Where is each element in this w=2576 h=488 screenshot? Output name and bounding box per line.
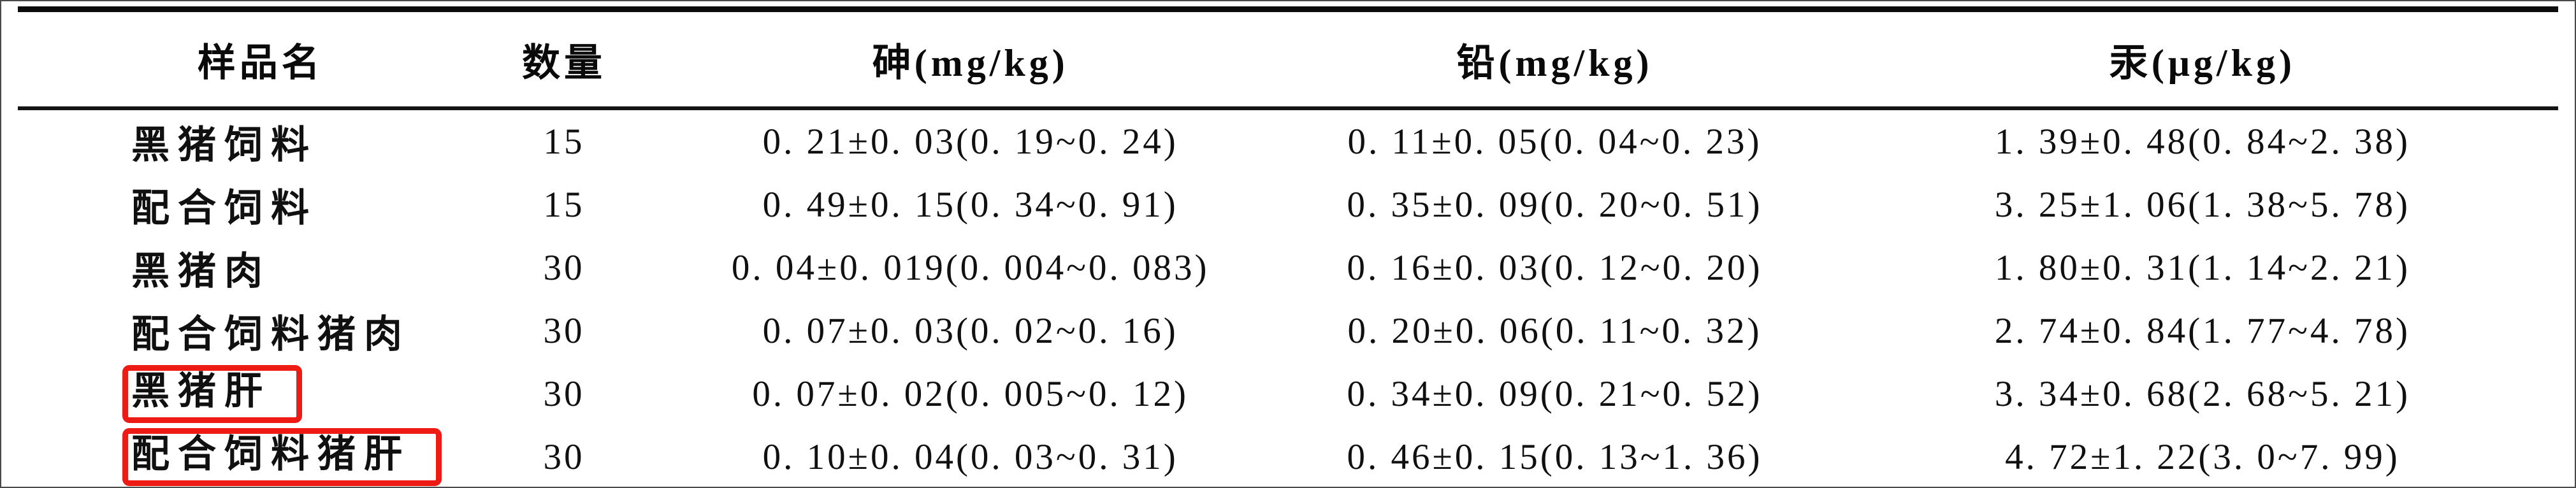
header-arsenic: 砷(mg/kg) xyxy=(678,9,1263,110)
table-row: 配合饲料 15 0. 49±0. 15(0. 34~0. 91) 0. 35±0… xyxy=(18,173,2558,236)
count-cell: 15 xyxy=(543,185,585,225)
mercury-cell: 3. 34±0. 68(2. 68~5. 21) xyxy=(1994,374,2410,414)
lead-cell: 0. 34±0. 09(0. 21~0. 52) xyxy=(1347,374,1763,414)
arsenic-cell: 0. 07±0. 03(0. 02~0. 16) xyxy=(762,311,1178,351)
mercury-cell: 4. 72±1. 22(3. 0~7. 99) xyxy=(2005,437,2400,477)
sample-name-cell: 配合饲料 xyxy=(18,173,450,236)
mercury-cell: 1. 39±0. 48(0. 84~2. 38) xyxy=(1994,122,2410,162)
table-row: 黑猪肉 30 0. 04±0. 019(0. 004~0. 083) 0. 16… xyxy=(18,236,2558,299)
count-cell: 30 xyxy=(543,311,585,351)
count-cell: 30 xyxy=(543,248,585,288)
sample-name-cell: 黑猪饲料 xyxy=(18,108,450,173)
count-cell: 30 xyxy=(543,437,585,477)
count-cell: 15 xyxy=(543,122,585,162)
mercury-cell: 1. 80±0. 31(1. 14~2. 21) xyxy=(1994,248,2410,288)
sample-name-label: 配合饲料 xyxy=(131,187,317,229)
sample-name-label: 黑猪肉 xyxy=(131,250,271,292)
arsenic-cell: 0. 10±0. 04(0. 03~0. 31) xyxy=(762,437,1178,477)
sample-name-cell: 配合饲料猪肝 xyxy=(18,426,450,487)
header-sample-name: 样品名 xyxy=(18,9,450,110)
sample-name-label: 黑猪饲料 xyxy=(131,124,317,166)
arsenic-cell: 0. 21±0. 03(0. 19~0. 24) xyxy=(762,122,1178,162)
sample-name-cell: 黑猪肝 xyxy=(18,362,450,426)
header-row: 样品名 数量 砷(mg/kg) 铅(mg/kg) 汞(μg/kg) xyxy=(18,9,2558,110)
annotation-box: 黑猪肝 xyxy=(122,365,302,423)
sample-name-label: 黑猪肝 xyxy=(131,370,271,412)
lead-cell: 0. 35±0. 09(0. 20~0. 51) xyxy=(1347,185,1763,225)
sample-name-cell: 黑猪肉 xyxy=(18,236,450,299)
sample-name-label: 配合饲料猪肉 xyxy=(131,313,410,355)
table-row: 配合饲料猪肉 30 0. 07±0. 03(0. 02~0. 16) 0. 20… xyxy=(18,299,2558,362)
mercury-cell: 3. 25±1. 06(1. 38~5. 78) xyxy=(1994,185,2410,225)
count-cell: 30 xyxy=(543,374,585,414)
table-row: 黑猪饲料 15 0. 21±0. 03(0. 19~0. 24) 0. 11±0… xyxy=(18,108,2558,173)
header-count: 数量 xyxy=(449,9,679,110)
sample-metals-table: 样品名 数量 砷(mg/kg) 铅(mg/kg) 汞(μg/kg) 黑猪饲料 1… xyxy=(18,6,2558,487)
sample-metals-table-wrap: 样品名 数量 砷(mg/kg) 铅(mg/kg) 汞(μg/kg) 黑猪饲料 1… xyxy=(18,6,2558,487)
sample-name-label: 配合饲料猪肝 xyxy=(131,433,410,475)
arsenic-cell: 0. 04±0. 019(0. 004~0. 083) xyxy=(731,248,1210,288)
annotation-box: 配合饲料猪肝 xyxy=(122,428,442,486)
mercury-cell: 2. 74±0. 84(1. 77~4. 78) xyxy=(1994,311,2410,351)
table-row-highlighted: 配合饲料猪肝 30 0. 10±0. 04(0. 03~0. 31) 0. 46… xyxy=(18,426,2558,487)
lead-cell: 0. 20±0. 06(0. 11~0. 32) xyxy=(1347,311,1762,351)
header-mercury: 汞(μg/kg) xyxy=(1846,9,2558,110)
lead-cell: 0. 16±0. 03(0. 12~0. 20) xyxy=(1347,248,1763,288)
arsenic-cell: 0. 07±0. 02(0. 005~0. 12) xyxy=(752,374,1189,414)
table-row-highlighted: 黑猪肝 30 0. 07±0. 02(0. 005~0. 12) 0. 34±0… xyxy=(18,362,2558,426)
lead-cell: 0. 11±0. 05(0. 04~0. 23) xyxy=(1347,122,1762,162)
sample-name-cell: 配合饲料猪肉 xyxy=(18,299,450,362)
arsenic-cell: 0. 49±0. 15(0. 34~0. 91) xyxy=(762,185,1178,225)
header-lead: 铅(mg/kg) xyxy=(1263,9,1847,110)
lead-cell: 0. 46±0. 15(0. 13~1. 36) xyxy=(1347,437,1763,477)
